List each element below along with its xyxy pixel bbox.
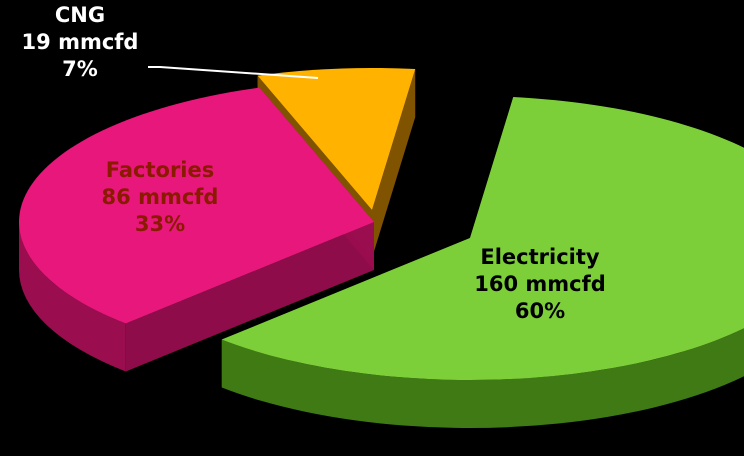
slice-top-cng — [257, 68, 416, 211]
cng-leader-line — [148, 66, 319, 79]
slice-factories — [18, 87, 374, 372]
slice-value-electricity: 160 mmcfd — [474, 271, 606, 296]
slice-top-factories — [18, 87, 374, 324]
slice-percent-cng: 7% — [62, 56, 98, 81]
slice-percent-electricity: 60% — [514, 298, 566, 323]
slice-top-electricity — [221, 97, 744, 380]
slice-label-factories: Factories 86 mmcfd 33% — [75, 157, 245, 238]
slice-label-cng: CNG 19 mmcfd 7% — [0, 2, 160, 83]
slice-cut-factories-0 — [125, 222, 374, 372]
slice-side-factories — [19, 222, 126, 372]
slice-label-electricity: Electricity 160 mmcfd 60% — [455, 244, 625, 325]
slice-name-factories: Factories — [105, 158, 215, 182]
slice-electricity — [221, 97, 744, 428]
slice-side-electricity — [221, 328, 744, 428]
slice-name-electricity: Electricity — [480, 245, 600, 269]
slice-value-factories: 86 mmcfd — [101, 184, 219, 209]
slice-name-cng: CNG — [54, 3, 106, 27]
slice-percent-factories: 33% — [134, 211, 186, 236]
slice-cut-cng-1 — [372, 69, 416, 259]
slice-value-cng: 19 mmcfd — [21, 29, 139, 54]
